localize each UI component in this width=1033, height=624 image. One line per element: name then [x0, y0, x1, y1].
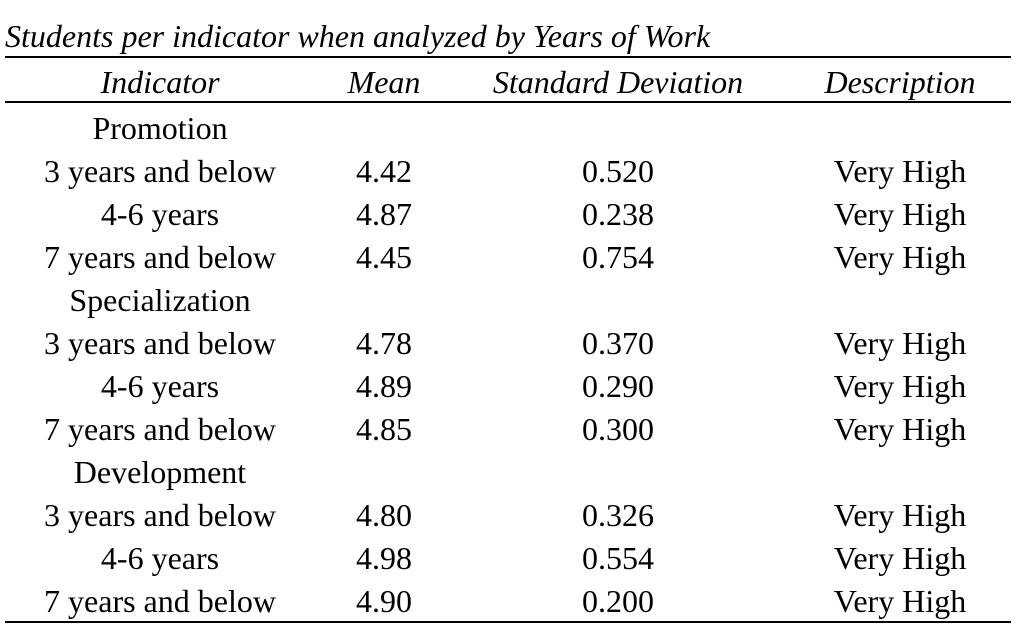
cell: 0.238 — [582, 196, 654, 232]
cell: 0.520 — [582, 153, 654, 189]
cell: 3 years and below — [44, 325, 276, 361]
cell: 0.554 — [582, 540, 654, 576]
top-rule — [5, 56, 1011, 58]
cell: Very High — [833, 497, 967, 533]
cell: 0.200 — [582, 583, 654, 619]
cell: 0.326 — [582, 497, 654, 533]
cell: 4.87 — [356, 196, 412, 232]
cell: 7 years and below — [44, 239, 276, 275]
cell: 4.45 — [356, 239, 412, 275]
column-header: Indicator — [100, 64, 220, 100]
cell: 4.89 — [356, 368, 412, 404]
cell: Very High — [833, 239, 967, 275]
cell: 4.78 — [356, 325, 412, 361]
cell: 4.42 — [356, 153, 412, 189]
group-label: Promotion — [92, 110, 228, 146]
cell: 0.370 — [582, 325, 654, 361]
column-header: Mean — [347, 64, 421, 100]
cell: Very High — [833, 368, 967, 404]
header-rule — [5, 101, 1011, 103]
cell: 3 years and below — [44, 153, 276, 189]
cell: 4.98 — [356, 540, 412, 576]
bottom-rule — [5, 621, 1011, 623]
cell: Very High — [833, 196, 967, 232]
cell: 4-6 years — [100, 540, 220, 576]
cell: Very High — [833, 411, 967, 447]
column-header: Description — [824, 64, 976, 100]
cell: 7 years and below — [44, 583, 276, 619]
cell: 4.90 — [356, 583, 412, 619]
cell: 0.290 — [582, 368, 654, 404]
column-header: Standard Deviation — [492, 64, 744, 100]
cell: 0.754 — [582, 239, 654, 275]
group-label: Specialization — [69, 282, 251, 318]
cell: 4-6 years — [100, 196, 220, 232]
cell: Very High — [833, 325, 967, 361]
cell: Very High — [833, 153, 967, 189]
cell: 3 years and below — [44, 497, 276, 533]
cell: 7 years and below — [44, 411, 276, 447]
cell: 4-6 years — [100, 368, 220, 404]
cell: 4.85 — [356, 411, 412, 447]
table-caption: Students per indicator when analyzed by … — [5, 18, 711, 54]
cell: Very High — [833, 540, 967, 576]
cell: Very High — [833, 583, 967, 619]
cell: 4.80 — [356, 497, 412, 533]
cell: 0.300 — [582, 411, 654, 447]
group-label: Development — [73, 454, 247, 490]
